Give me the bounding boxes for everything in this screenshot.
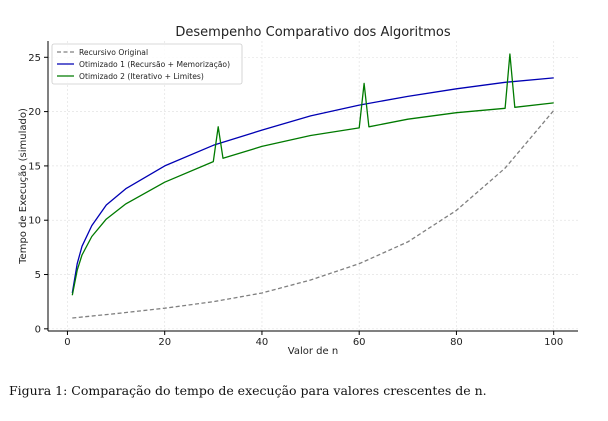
series-line-recursivo-original bbox=[72, 110, 555, 319]
chart-title: Desempenho Comparativo dos Algoritmos bbox=[175, 25, 450, 40]
y-tick-label: 0 bbox=[35, 324, 41, 335]
y-tick-label: 15 bbox=[28, 161, 41, 172]
legend-box bbox=[51, 43, 243, 85]
x-tick-label: 100 bbox=[544, 337, 563, 348]
y-tick-label: 5 bbox=[35, 270, 41, 281]
legend-label: Otimizado 1 (Recursão + Memorização) bbox=[79, 60, 230, 69]
x-tick-label: 60 bbox=[353, 337, 366, 348]
x-tick-label: 0 bbox=[64, 337, 70, 348]
x-tick-label: 40 bbox=[256, 337, 269, 348]
grid bbox=[48, 41, 578, 331]
legend-label: Otimizado 2 (Iterativo + Limites) bbox=[79, 72, 204, 81]
y-tick-label: 10 bbox=[28, 216, 41, 227]
x-tick-label: 20 bbox=[158, 337, 171, 348]
series-lines bbox=[71, 53, 555, 319]
x-tick-label: 80 bbox=[450, 337, 463, 348]
series-line-otimizado-2 bbox=[71, 53, 554, 296]
series-line-otimizado-1 bbox=[71, 77, 554, 294]
y-tick-label: 20 bbox=[28, 107, 41, 118]
axes bbox=[44, 41, 578, 335]
legend: Recursivo Original Otimizado 1 (Recursão … bbox=[51, 43, 243, 85]
x-axis-label: Valor de n bbox=[288, 346, 338, 357]
y-tick-labels: 0 5 10 15 20 25 bbox=[28, 53, 41, 336]
y-axis-label: Tempo de Execução (simulado) bbox=[18, 108, 29, 265]
x-tick-labels: 0 20 40 60 80 100 bbox=[64, 337, 563, 348]
y-tick-label: 25 bbox=[28, 53, 41, 64]
legend-label: Recursivo Original bbox=[79, 48, 148, 57]
figure-caption: Figura 1: Comparação do tempo de execuçã… bbox=[9, 383, 487, 398]
